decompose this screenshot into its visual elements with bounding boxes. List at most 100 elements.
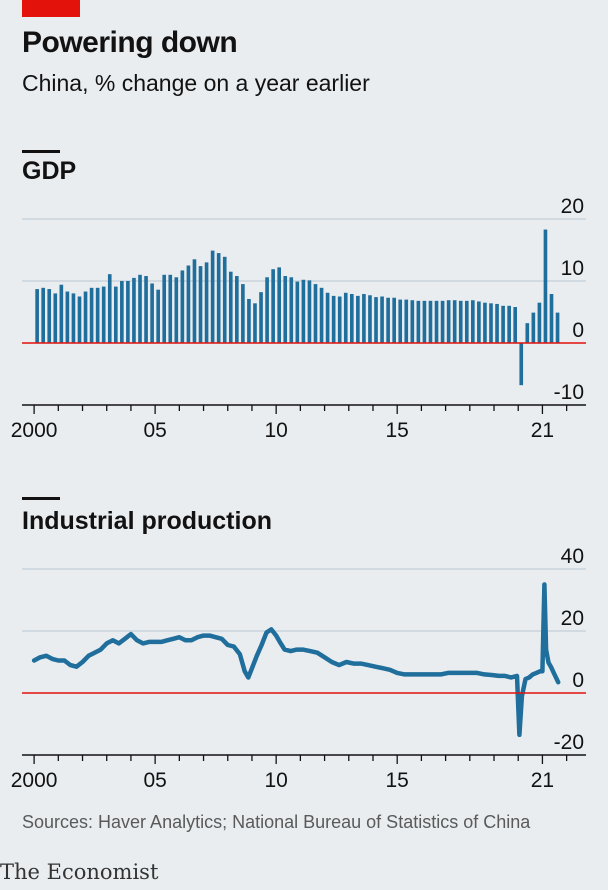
gdp-bar xyxy=(495,303,499,343)
chart-subtitle: China, % change on a year earlier xyxy=(22,70,370,96)
gdp-bar xyxy=(174,277,179,343)
gdp-bar xyxy=(331,295,336,343)
gdp-bar xyxy=(428,300,433,343)
gdp-bar xyxy=(301,279,306,343)
gdp-bar xyxy=(489,303,493,343)
gdp-bar xyxy=(77,296,82,343)
gdp-bar xyxy=(65,291,70,343)
gdp-bar xyxy=(41,287,45,343)
gdp-bar xyxy=(132,277,136,343)
gdp-bar xyxy=(416,300,421,343)
gdp-bar xyxy=(186,265,191,343)
gdp-bar xyxy=(120,281,124,343)
gdp-bar xyxy=(113,286,118,343)
chart-title: Powering down xyxy=(22,26,238,59)
gdp-bar xyxy=(222,256,227,343)
ip-y-tick-label: 20 xyxy=(561,607,584,630)
gdp-bar xyxy=(71,293,76,343)
gdp-bar xyxy=(47,289,52,343)
gdp-y-tick-label: 20 xyxy=(561,195,584,218)
gdp-bar xyxy=(95,287,100,343)
gdp-bar xyxy=(434,300,439,343)
ip-x-tick-label: 2000 xyxy=(11,769,58,792)
gdp-bar xyxy=(392,297,396,343)
gdp-bar xyxy=(138,274,142,343)
gdp-bar xyxy=(356,295,360,343)
gdp-x-tick-label: 21 xyxy=(531,419,554,442)
ip-panel-rule xyxy=(22,497,60,500)
gdp-bar xyxy=(440,300,445,343)
gdp-bar xyxy=(458,300,463,343)
gdp-bar xyxy=(277,267,282,343)
gdp-bar xyxy=(362,294,366,343)
gdp-bar xyxy=(507,305,511,343)
gdp-bar xyxy=(192,259,197,343)
economist-logo: The Economist xyxy=(0,860,159,884)
gdp-bar xyxy=(549,294,554,343)
gdp-bar xyxy=(198,266,203,343)
gdp-bar xyxy=(89,287,94,343)
gdp-y-tick-label: 0 xyxy=(572,319,584,342)
gdp-bar xyxy=(446,300,451,343)
gdp-bar xyxy=(477,301,481,343)
gdp-bar xyxy=(35,289,39,343)
gdp-x-tick-label: 2000 xyxy=(11,419,58,442)
gdp-bar xyxy=(289,277,294,343)
gdp-bar xyxy=(464,300,469,343)
gdp-panel-title: GDP xyxy=(22,157,77,185)
gdp-bar xyxy=(144,276,148,343)
gdp-bar xyxy=(471,300,475,343)
gdp-bar xyxy=(537,302,542,343)
gdp-bar xyxy=(107,274,112,343)
gdp-bar xyxy=(543,229,548,343)
ip-panel-title: Industrial production xyxy=(22,507,272,535)
gdp-bar xyxy=(216,253,221,343)
gdp-bar xyxy=(483,302,487,343)
gdp-bar xyxy=(295,281,300,343)
gdp-bar xyxy=(319,287,324,343)
gdp-bar xyxy=(422,300,427,343)
gdp-y-tick-label: 10 xyxy=(561,257,584,280)
ip-x-tick-label: 05 xyxy=(143,769,166,792)
gdp-bar xyxy=(343,292,348,343)
source-note: Sources: Haver Analytics; National Burea… xyxy=(22,812,531,832)
gdp-bar xyxy=(452,300,457,343)
gdp-bar xyxy=(519,343,524,386)
ip-y-tick-label: 0 xyxy=(572,669,584,692)
gdp-bar xyxy=(325,292,330,343)
gdp-bar xyxy=(313,284,318,343)
gdp-chart: 20 10 0 -10 2000 05 10 15 21 xyxy=(11,195,586,442)
gdp-bar xyxy=(501,305,505,343)
gdp-bar xyxy=(265,277,269,343)
gdp-bar xyxy=(241,284,245,343)
ip-x-tick-label: 10 xyxy=(264,769,287,792)
gdp-bar xyxy=(349,294,354,343)
gdp-bar xyxy=(101,286,106,343)
ip-series-line xyxy=(31,582,561,738)
gdp-bar xyxy=(283,276,288,343)
gdp-bar xyxy=(374,297,378,343)
gdp-bar xyxy=(150,283,154,343)
gdp-panel-rule xyxy=(22,150,60,153)
accent-bar xyxy=(22,0,80,17)
ip-y-tick-label: -20 xyxy=(554,731,584,754)
gdp-bar xyxy=(204,262,209,343)
gdp-bar xyxy=(162,274,167,343)
gdp-bar xyxy=(228,271,233,343)
gdp-bar xyxy=(307,280,312,343)
gdp-bar xyxy=(368,295,372,343)
ip-x-tick-label: 15 xyxy=(386,769,409,792)
gdp-bar xyxy=(59,284,64,343)
gdp-bar xyxy=(555,312,560,343)
gdp-bar xyxy=(253,303,257,343)
gdp-bar xyxy=(83,291,88,343)
gdp-x-tick-label: 05 xyxy=(143,419,166,442)
gdp-bar xyxy=(398,299,403,343)
gdp-bar xyxy=(525,323,530,343)
gdp-bar xyxy=(53,293,58,343)
gdp-bar xyxy=(513,307,518,343)
gdp-bar xyxy=(259,292,263,343)
gdp-bar xyxy=(404,299,409,343)
gdp-bar xyxy=(156,289,160,343)
gdp-bar xyxy=(271,269,275,343)
